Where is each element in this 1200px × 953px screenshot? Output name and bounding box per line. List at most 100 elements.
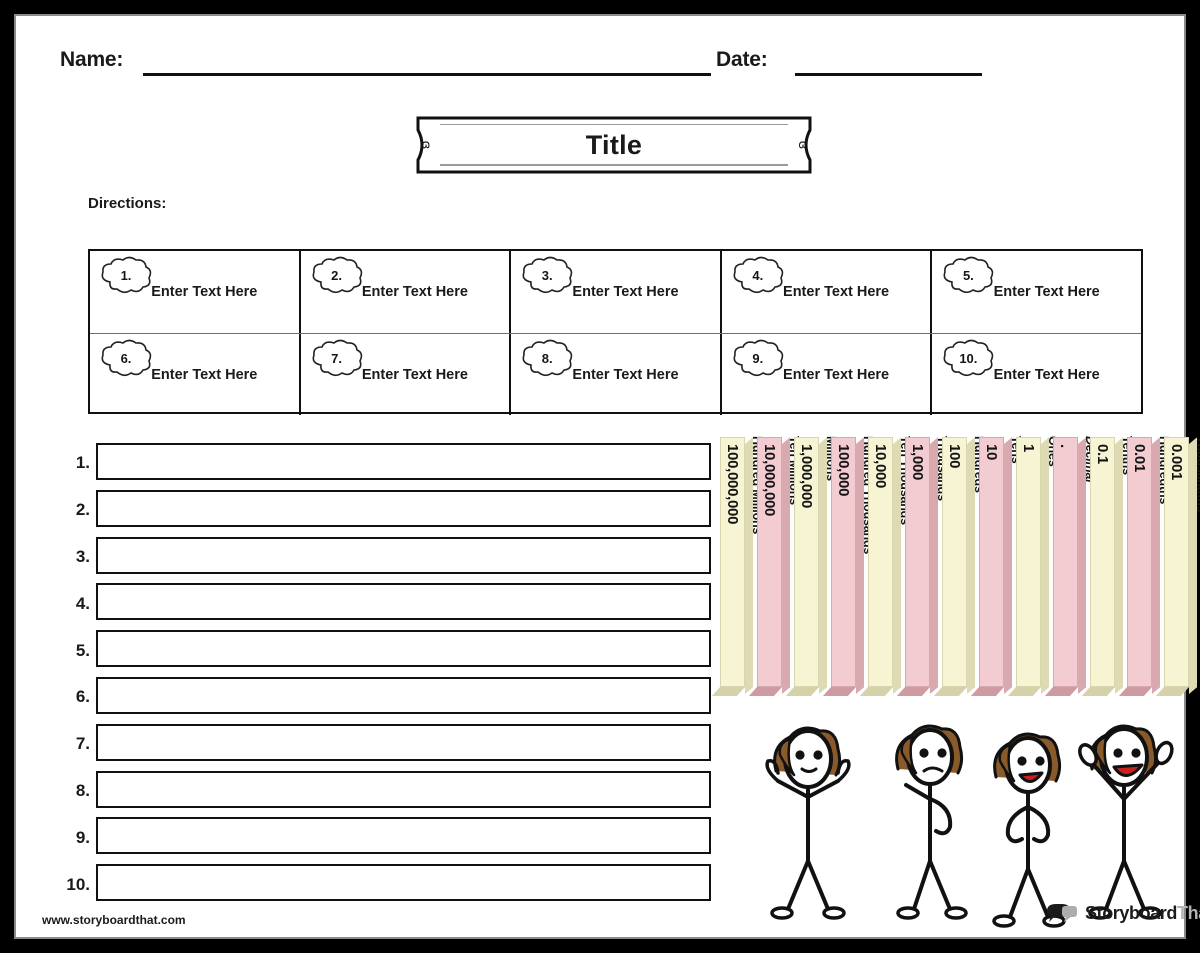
column-value-label: 0.1	[1094, 444, 1111, 464]
column-value-label: 0.001	[1168, 444, 1185, 481]
place-value-column-thousandths[interactable]: 0.001 Thousandths	[1155, 436, 1200, 696]
cloud-badge-icon: 2.	[309, 256, 365, 296]
stick-figure-1	[765, 726, 851, 920]
logo-secondary: That	[1177, 902, 1200, 923]
cell-placeholder-text[interactable]: Enter Text Here	[151, 366, 258, 383]
logo-text: StoryboardThat	[1085, 903, 1200, 924]
grid-cell-2[interactable]: 2. Enter Text Here	[301, 251, 512, 333]
column-value-label: 100,000,000	[724, 444, 741, 525]
answer-row-8: 8.	[56, 768, 711, 815]
answer-input-box[interactable]	[96, 536, 711, 574]
answer-input-box[interactable]	[96, 770, 711, 808]
place-value-column-decimal[interactable]: .Decimal	[1044, 436, 1098, 696]
place-value-column-thousands[interactable]: 1,000Thousands	[896, 436, 950, 696]
place-value-column-ones[interactable]: 1Ones	[1007, 436, 1061, 696]
stick-figure-2	[895, 724, 968, 920]
date-label: Date:	[716, 48, 768, 71]
column-front-face	[720, 437, 745, 687]
cloud-number: 3.	[541, 267, 553, 283]
answer-list: 1. 2. 3. 4. 5. 6. 7. 8. 9. 10.	[56, 440, 711, 908]
cell-placeholder-text[interactable]: Enter Text Here	[151, 284, 258, 300]
grid-cell-7[interactable]: 7. Enter Text Here	[301, 334, 512, 415]
cell-placeholder-text[interactable]: Enter Text Here	[361, 284, 468, 300]
answer-row-2: 2.	[56, 487, 711, 534]
place-value-column-millions[interactable]: 1,000,000Millions	[785, 436, 839, 696]
place-value-column-hundred-thousands[interactable]: 100,000Hundred Thousands	[822, 436, 876, 696]
answer-input-box[interactable]	[96, 630, 711, 668]
cell-placeholder-text[interactable]: Enter Text Here	[361, 366, 468, 383]
place-value-column-hundreds[interactable]: 100Hundreds	[933, 436, 987, 696]
answer-input-box[interactable]	[96, 723, 711, 761]
cell-placeholder-text[interactable]: Enter Text Here	[783, 366, 890, 383]
grid-cell-10[interactable]: 10. Enter Text Here	[932, 334, 1141, 415]
stick-figure-3	[992, 732, 1066, 928]
place-value-column-ten-millions[interactable]: 10,000,000Ten Millions	[748, 436, 802, 696]
column-value-label: 10	[983, 444, 1000, 461]
grid-cell-3[interactable]: 3. Enter Text Here	[511, 251, 722, 333]
cell-placeholder-text[interactable]: Enter Text Here	[993, 366, 1100, 383]
cloud-number: 4.	[752, 267, 764, 283]
answer-input-box[interactable]	[96, 864, 711, 902]
column-value-label: 1	[1020, 444, 1037, 453]
cloud-number: 10.	[959, 350, 978, 366]
grid-cell-5[interactable]: 5. Enter Text Here	[932, 251, 1141, 333]
page-title[interactable]: Title	[585, 129, 643, 160]
answer-number: 10.	[66, 874, 90, 894]
column-front-face	[1090, 437, 1115, 687]
answer-row-4: 4.	[56, 580, 711, 627]
column-front-face	[1164, 437, 1189, 687]
title-banner[interactable]: ɞ ɞ Title	[412, 116, 816, 174]
banner-outline-icon	[416, 116, 812, 174]
answer-row-6: 6.	[56, 674, 711, 721]
date-write-line[interactable]	[795, 73, 982, 76]
cloud-number: 2.	[331, 267, 343, 283]
answer-number: 2.	[75, 500, 90, 520]
cloud-badge-icon: 10.	[940, 339, 996, 379]
name-label: Name:	[60, 48, 124, 71]
column-value-label: 1,000	[909, 444, 926, 481]
column-value-label: 0.01	[1131, 444, 1148, 472]
answer-input-box[interactable]	[96, 489, 711, 527]
cloud-number: 9.	[752, 350, 764, 366]
column-front-face	[757, 437, 782, 687]
speech-bubbles-icon	[1046, 903, 1080, 923]
grid-cell-4[interactable]: 4. Enter Text Here	[722, 251, 933, 333]
place-value-chart: 100,000,000Hundred Millions10,000,000Ten…	[711, 436, 1200, 703]
column-front-face	[1016, 437, 1041, 687]
column-name-label: Thousandths	[1194, 436, 1200, 513]
stick-figure-4	[1078, 724, 1174, 920]
answer-input-box[interactable]	[96, 583, 711, 621]
cloud-badge-icon: 7.	[309, 339, 365, 379]
answer-input-box[interactable]	[96, 443, 711, 480]
cell-placeholder-text[interactable]: Enter Text Here	[783, 284, 890, 300]
place-value-column-tenths[interactable]: 0.1Tenths	[1081, 436, 1135, 696]
place-value-column-hundredths[interactable]: 0.01Hundredths	[1118, 436, 1172, 696]
answer-row-5: 5.	[56, 627, 711, 674]
answer-number: 9.	[75, 827, 90, 847]
column-front-face	[794, 437, 819, 687]
place-value-column-ten-thousands[interactable]: 10,000Ten Thousands	[859, 436, 913, 696]
grid-cell-6[interactable]: 6. Enter Text Here	[90, 334, 301, 415]
cell-placeholder-text[interactable]: Enter Text Here	[572, 284, 679, 300]
grid-cell-8[interactable]: 8. Enter Text Here	[511, 334, 722, 415]
column-front-face	[831, 437, 856, 687]
cloud-number: 7.	[331, 350, 343, 366]
column-front-face	[868, 437, 893, 687]
grid-cell-9[interactable]: 9. Enter Text Here	[722, 334, 933, 415]
cell-placeholder-text[interactable]: Enter Text Here	[993, 284, 1100, 300]
answer-number: 7.	[75, 734, 90, 754]
answer-input-box[interactable]	[96, 676, 711, 714]
grid-cell-1[interactable]: 1. Enter Text Here	[90, 251, 301, 333]
place-value-column-hundred-millions[interactable]: 100,000,000Hundred Millions	[711, 436, 765, 696]
grid-row: 6. Enter Text Here 7. Enter Text Here 8. Ente…	[90, 333, 1141, 415]
cloud-number: 1.	[120, 267, 132, 283]
place-value-column-tens[interactable]: 10Tens	[970, 436, 1024, 696]
answer-input-box[interactable]	[96, 817, 711, 855]
logo-primary: Storyboard	[1085, 902, 1178, 923]
column-front-face	[979, 437, 1004, 687]
name-write-line[interactable]	[143, 73, 711, 76]
cell-placeholder-text[interactable]: Enter Text Here	[572, 366, 679, 383]
column-value-label: 100,000	[835, 444, 852, 497]
answer-number: 8.	[75, 780, 90, 800]
